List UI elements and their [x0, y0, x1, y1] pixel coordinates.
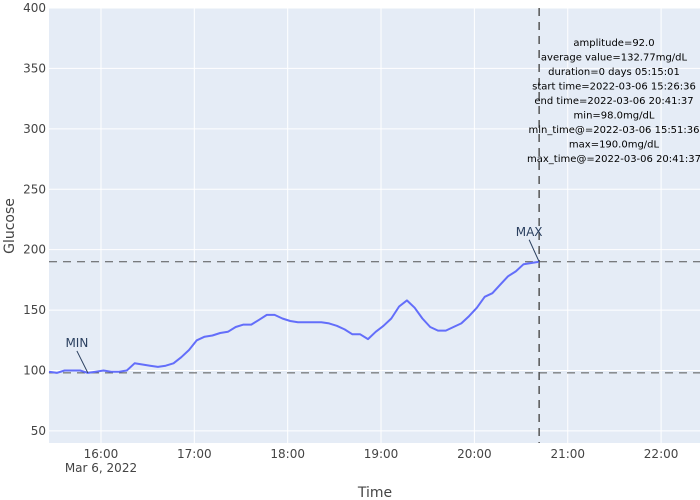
- y-tick-label: 350: [23, 61, 46, 75]
- y-tick-label: 200: [23, 243, 46, 257]
- stats-annotation-line: amplitude=92.0: [573, 38, 654, 49]
- x-tick-label: 21:00: [550, 447, 585, 461]
- x-axis-title: Time: [357, 485, 392, 500]
- y-tick-label: 150: [23, 303, 46, 317]
- stats-annotation-line: duration=0 days 05:15:01: [548, 67, 680, 78]
- glucose-series-line: [48, 260, 540, 374]
- min-label: MIN: [65, 336, 88, 350]
- stats-annotation-line: end time=2022-03-06 20:41:37: [534, 96, 693, 107]
- max-label: MAX: [516, 225, 543, 239]
- stats-annotation-line: min=98.0mg/dL: [574, 111, 655, 122]
- stats-annotation-line: start time=2022-03-06 15:26:36: [532, 82, 696, 93]
- y-tick-label: 300: [23, 122, 46, 136]
- y-tick-label: 400: [23, 1, 46, 15]
- grid-lines: [49, 7, 700, 443]
- y-tick-label: 100: [23, 364, 46, 378]
- max-arrow: [528, 239, 540, 262]
- x-tick-label: 17:00: [177, 447, 212, 461]
- x-tick-label: 19:00: [364, 447, 399, 461]
- series-layer: [48, 260, 540, 374]
- stats-annotation-line: max=190.0mg/dL: [569, 140, 660, 151]
- y-axis-title: Glucose: [2, 198, 18, 254]
- x-tick-label: 20:00: [457, 447, 492, 461]
- stats-annotation-line: min_time@=2022-03-06 15:51:36: [528, 125, 699, 136]
- annotations: MIN MAX amplitude=92.0 average value=132.77…: [65, 38, 700, 374]
- y-tick-labels: 50 100 150 200 250 300 350 400: [23, 1, 46, 438]
- x-tick-label: 22:00: [644, 447, 679, 461]
- x-tick-label: 18:00: [270, 447, 305, 461]
- y-tick-label: 50: [31, 424, 46, 438]
- y-tick-label: 250: [23, 182, 46, 196]
- stats-annotation-line: average value=132.77mg/dL: [541, 53, 688, 64]
- stats-annotation-line: max_time@=2022-03-06 20:41:37: [527, 154, 700, 165]
- x-tick-label: 16:00: [84, 447, 119, 461]
- x-tick-sublabel: Mar 6, 2022: [65, 461, 137, 475]
- min-arrow: [76, 350, 89, 374]
- reference-lines: [49, 8, 700, 443]
